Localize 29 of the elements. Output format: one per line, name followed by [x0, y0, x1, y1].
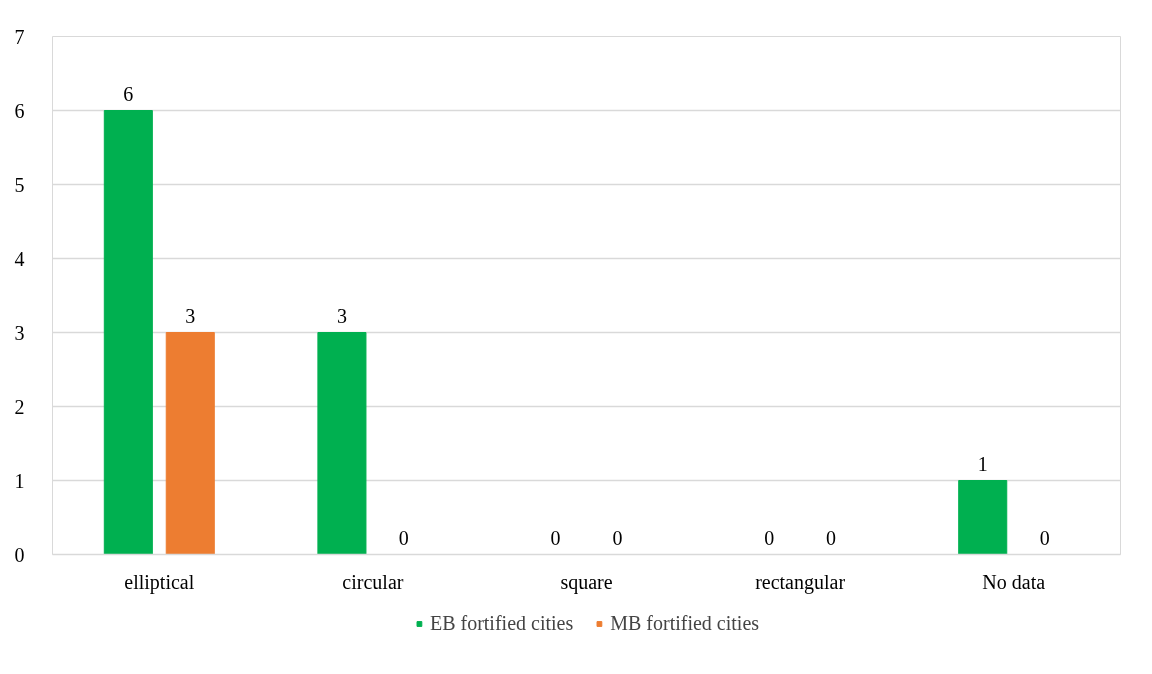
x-tick-label: circular — [342, 570, 404, 593]
bar — [165, 332, 215, 555]
y-tick-label: 6 — [14, 99, 25, 122]
data-label: 0 — [1039, 526, 1050, 549]
x-tick-label: No data — [982, 570, 1046, 593]
data-label: 0 — [826, 526, 837, 549]
y-tick-label: 1 — [14, 469, 25, 492]
x-tick-label: square — [560, 570, 613, 594]
x-tick-label: elliptical — [124, 570, 195, 594]
legend-label: EB fortified cities — [429, 611, 574, 635]
data-label: 3 — [336, 304, 347, 327]
bar — [103, 110, 153, 555]
data-label: 3 — [185, 304, 196, 327]
bar — [317, 332, 367, 555]
y-tick-label: 7 — [14, 25, 25, 48]
data-label: 0 — [398, 526, 409, 549]
y-tick-label: 3 — [14, 321, 25, 344]
y-tick-label: 4 — [14, 247, 25, 270]
bar — [958, 480, 1008, 555]
data-label: 0 — [612, 526, 623, 549]
data-label: 0 — [550, 526, 561, 549]
y-tick-label: 2 — [14, 395, 25, 418]
x-tick-label: rectangular — [755, 570, 846, 594]
y-tick-label: 0 — [14, 543, 25, 566]
legend-label: MB fortified cities — [610, 611, 760, 635]
y-tick-label: 5 — [14, 173, 25, 196]
data-label: 1 — [977, 452, 988, 475]
data-label: 0 — [764, 526, 775, 549]
data-label: 6 — [123, 82, 134, 105]
